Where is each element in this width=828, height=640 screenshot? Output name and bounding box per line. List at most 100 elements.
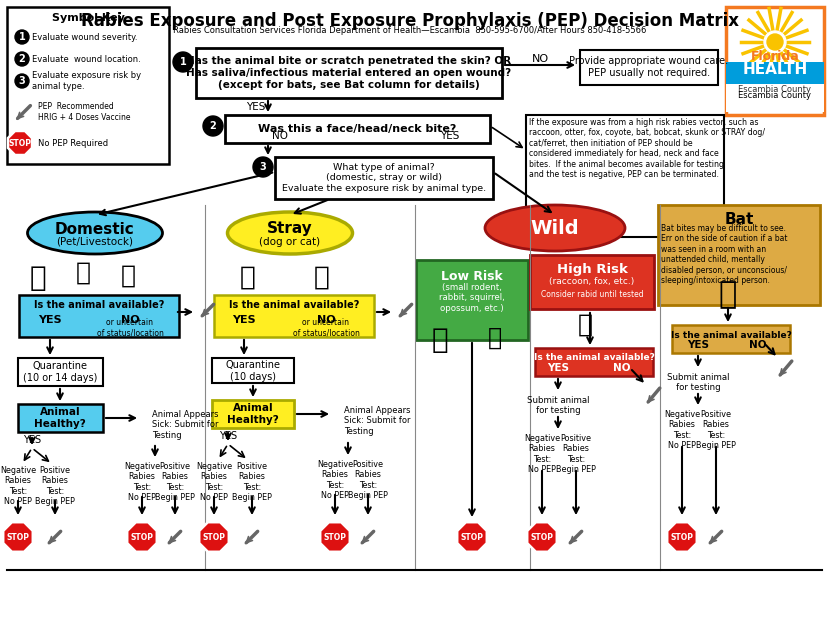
Text: Positive
Rabies
Test:
Begin PEP: Positive Rabies Test: Begin PEP	[35, 466, 75, 506]
FancyBboxPatch shape	[657, 205, 819, 305]
FancyBboxPatch shape	[18, 404, 103, 432]
Circle shape	[15, 30, 29, 44]
Text: 🐇: 🐇	[431, 326, 448, 354]
Text: STOP: STOP	[460, 532, 483, 541]
Polygon shape	[320, 522, 349, 552]
Text: 1: 1	[18, 32, 26, 42]
FancyBboxPatch shape	[534, 348, 652, 376]
Circle shape	[173, 52, 193, 72]
FancyBboxPatch shape	[725, 84, 823, 112]
Text: Positive
Rabies
Test:
Begin PEP: Positive Rabies Test: Begin PEP	[556, 434, 595, 474]
FancyBboxPatch shape	[416, 260, 527, 340]
Text: PEP  Recommended
HRIG + 4 Doses Vaccine: PEP Recommended HRIG + 4 Doses Vaccine	[38, 102, 130, 122]
Text: YES: YES	[440, 131, 460, 141]
Text: STOP: STOP	[130, 532, 153, 541]
Text: Evaluate exposure risk by
animal type.: Evaluate exposure risk by animal type.	[32, 71, 141, 91]
Text: If the exposure was from a high risk rabies vector, such as
raccoon, otter, fox,: If the exposure was from a high risk rab…	[528, 118, 764, 179]
FancyBboxPatch shape	[18, 358, 103, 386]
Text: Evaluate  wound location.: Evaluate wound location.	[32, 54, 141, 63]
Ellipse shape	[27, 212, 162, 254]
Text: Is the animal available?: Is the animal available?	[34, 300, 164, 310]
Text: Is the animal available?: Is the animal available?	[670, 330, 791, 339]
Text: Wild: Wild	[530, 218, 579, 237]
Text: YES: YES	[546, 363, 568, 373]
Text: Negative
Rabies
Test:
No PEP: Negative Rabies Test: No PEP	[195, 462, 232, 502]
Text: Positive
Rabies
Test:
Begin PEP: Positive Rabies Test: Begin PEP	[696, 410, 735, 450]
FancyBboxPatch shape	[195, 48, 502, 98]
Ellipse shape	[227, 212, 352, 254]
Polygon shape	[527, 522, 556, 552]
Polygon shape	[3, 522, 33, 552]
FancyBboxPatch shape	[529, 255, 653, 309]
Text: Animal Appears
Sick: Submit for
Testing: Animal Appears Sick: Submit for Testing	[152, 410, 219, 440]
Text: Bat: Bat	[724, 212, 753, 227]
Polygon shape	[457, 522, 486, 552]
Text: 1: 1	[180, 57, 186, 67]
Text: HEALTH: HEALTH	[742, 63, 806, 77]
Text: YES: YES	[232, 315, 256, 325]
Text: Rabies Exposure and Post Exposure Prophylaxis (PEP) Decision Matrix: Rabies Exposure and Post Exposure Prophy…	[81, 12, 738, 30]
Text: High Risk: High Risk	[556, 263, 627, 276]
Text: Has the animal bite or scratch penetrated the skin? OR
Has saliva/infectious mat: Has the animal bite or scratch penetrate…	[186, 56, 511, 90]
Text: Positive
Rabies
Test:
Begin PEP: Positive Rabies Test: Begin PEP	[348, 460, 388, 500]
Polygon shape	[8, 131, 32, 155]
Text: What type of animal?
(domestic, stray or wild)
Evaluate the exposure risk by ani: What type of animal? (domestic, stray or…	[282, 163, 485, 193]
Text: 🦇: 🦇	[718, 280, 736, 310]
FancyBboxPatch shape	[19, 295, 179, 337]
Ellipse shape	[484, 205, 624, 251]
Text: Florida: Florida	[749, 51, 798, 63]
Text: or uncertain
of status/location: or uncertain of status/location	[96, 318, 163, 338]
Circle shape	[253, 157, 272, 177]
Text: Is the animal available?: Is the animal available?	[229, 300, 359, 310]
Text: YES: YES	[246, 102, 265, 112]
FancyBboxPatch shape	[725, 62, 823, 84]
Text: No PEP Required: No PEP Required	[38, 138, 108, 147]
Text: STOP: STOP	[202, 532, 225, 541]
Text: Consider rabid until tested: Consider rabid until tested	[540, 290, 643, 299]
Text: Negative
Rabies
Test:
No PEP: Negative Rabies Test: No PEP	[0, 466, 36, 506]
Text: Negative
Rabies
Test:
No PEP: Negative Rabies Test: No PEP	[316, 460, 353, 500]
Text: Submit animal
for testing: Submit animal for testing	[526, 396, 589, 415]
Circle shape	[763, 31, 785, 53]
FancyBboxPatch shape	[214, 295, 373, 337]
FancyBboxPatch shape	[212, 358, 294, 383]
Text: STOP: STOP	[323, 532, 346, 541]
Text: 🐀: 🐀	[488, 326, 502, 350]
Text: YES: YES	[23, 435, 41, 445]
Text: STOP: STOP	[530, 532, 553, 541]
FancyBboxPatch shape	[725, 7, 823, 115]
Text: Bat bites may be difficult to see.
Err on the side of caution if a bat
was seen : Bat bites may be difficult to see. Err o…	[660, 224, 787, 285]
Polygon shape	[127, 522, 156, 552]
Text: Negative
Rabies
Test:
No PEP: Negative Rabies Test: No PEP	[124, 462, 160, 502]
FancyBboxPatch shape	[525, 115, 723, 237]
Polygon shape	[667, 522, 696, 552]
Text: NO: NO	[316, 315, 335, 325]
Text: Animal
Healthy?: Animal Healthy?	[34, 407, 86, 429]
Text: Positive
Rabies
Test:
Begin PEP: Positive Rabies Test: Begin PEP	[155, 462, 195, 502]
Text: 🐈: 🐈	[314, 265, 330, 291]
Text: Animal Appears
Sick: Submit for
Testing: Animal Appears Sick: Submit for Testing	[344, 406, 410, 436]
Text: STOP: STOP	[8, 138, 31, 147]
Polygon shape	[199, 522, 229, 552]
FancyBboxPatch shape	[7, 7, 169, 164]
Text: 🦝: 🦝	[577, 313, 592, 337]
Text: Quarantine
(10 or 14 days): Quarantine (10 or 14 days)	[23, 361, 97, 383]
Text: Stray: Stray	[267, 221, 312, 237]
Text: NO: NO	[749, 340, 766, 350]
Text: STOP: STOP	[7, 532, 30, 541]
Text: Evaluate wound severity.: Evaluate wound severity.	[32, 33, 137, 42]
Text: Negative
Rabies
Test:
No PEP: Negative Rabies Test: No PEP	[663, 410, 699, 450]
Text: Rabies Consultation Services Florida Department of Health—Escambia  850-595-6700: Rabies Consultation Services Florida Dep…	[173, 26, 646, 35]
FancyBboxPatch shape	[224, 115, 489, 143]
Circle shape	[15, 52, 29, 66]
Text: NO: NO	[613, 363, 630, 373]
Text: Quarantine
(10 days): Quarantine (10 days)	[225, 360, 280, 382]
Circle shape	[766, 34, 782, 50]
Text: (dog or cat): (dog or cat)	[259, 237, 320, 247]
FancyBboxPatch shape	[580, 50, 717, 85]
Text: Is the animal available?: Is the animal available?	[533, 353, 653, 362]
Text: Provide appropriate wound care.
PEP usually not required.: Provide appropriate wound care. PEP usua…	[569, 56, 728, 78]
Text: (Pet/Livestock): (Pet/Livestock)	[56, 237, 133, 247]
Text: Was this a face/head/neck bite?: Was this a face/head/neck bite?	[258, 124, 455, 134]
Text: Escambia County: Escambia County	[738, 92, 811, 100]
